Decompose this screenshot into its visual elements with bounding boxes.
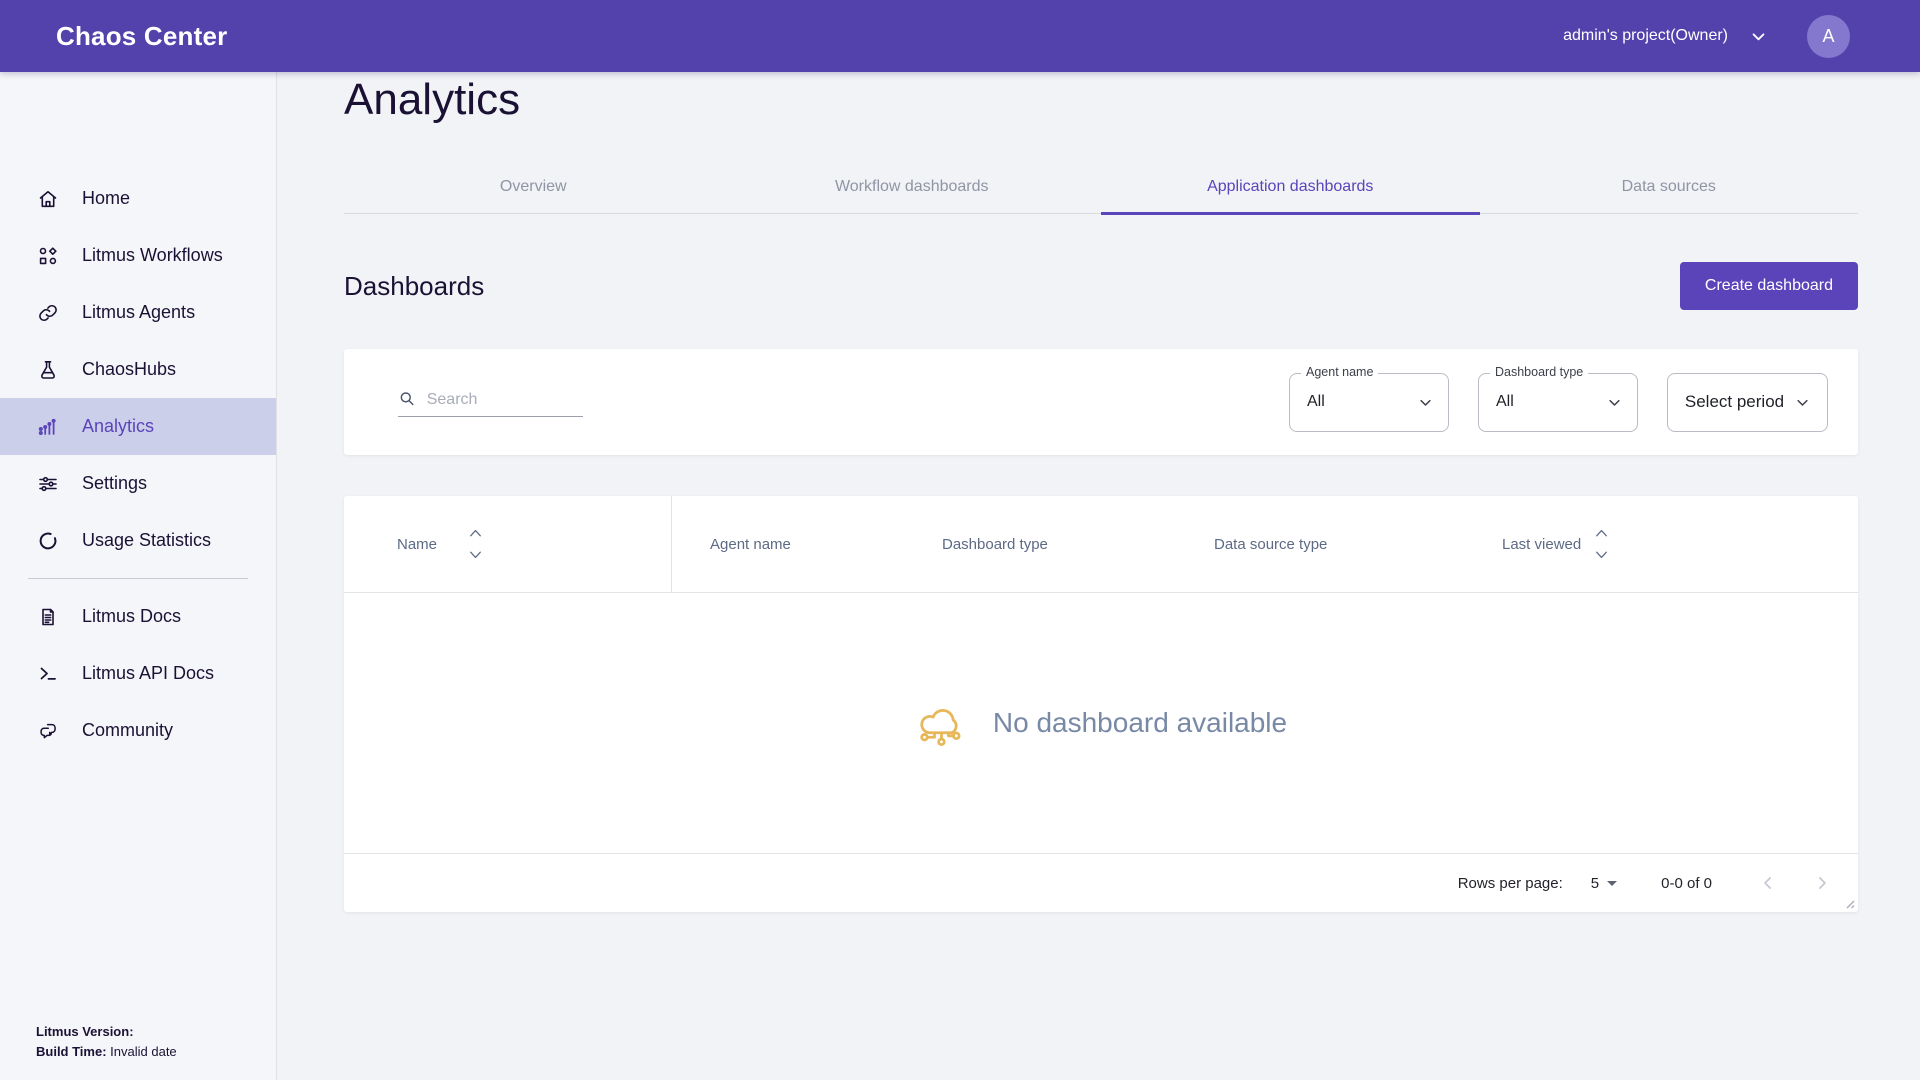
sliders-icon <box>39 476 57 491</box>
column-header-name: Name <box>344 496 672 592</box>
dashboards-section-header: Dashboards Create dashboard <box>344 262 1858 310</box>
sort-desc-icon[interactable] <box>469 551 482 559</box>
project-selector-label: admin's project(Owner) <box>1563 27 1728 44</box>
column-label: Name <box>397 535 438 553</box>
home-icon <box>39 190 57 207</box>
sidebar-item-analytics[interactable]: Analytics <box>0 398 276 455</box>
litmus-version-label: Litmus Version: <box>36 1024 134 1039</box>
chat-bubbles-icon <box>40 723 56 738</box>
sidebar-item-label: Litmus API Docs <box>82 663 215 683</box>
rows-per-page-label: Rows per page: <box>1457 874 1563 892</box>
empty-message: No dashboard available <box>992 707 1288 738</box>
chevron-down-icon <box>1420 399 1431 406</box>
flask-icon <box>40 360 56 379</box>
sidebar-item-chaoshubs[interactable]: ChaosHubs <box>0 341 276 398</box>
sidebar-item-label: Analytics <box>82 416 155 436</box>
sort-asc-icon[interactable] <box>1595 529 1608 537</box>
pagination-bar: Rows per page: 5 0-0 of 0 <box>344 853 1858 912</box>
tab-bar: Overview Workflow dashboards Application… <box>344 163 1858 215</box>
agent-name-select-value: All <box>1307 393 1325 410</box>
sidebar-item-label: Settings <box>82 473 148 493</box>
build-time-label: Build Time: <box>36 1044 107 1059</box>
dashboard-type-select[interactable]: Dashboard type All <box>1478 364 1638 432</box>
app-header: Chaos Center admin's project(Owner) A <box>0 0 1920 72</box>
tab-overview[interactable]: Overview <box>499 178 567 195</box>
sidebar-item-label: Litmus Agents <box>82 302 196 322</box>
tab-application-dashboards[interactable]: Application dashboards <box>1101 163 1480 215</box>
sidebar-item-label: Community <box>82 720 174 740</box>
sidebar-item-litmus-docs[interactable]: Litmus Docs <box>0 588 276 645</box>
sidebar-item-litmus-agents[interactable]: Litmus Agents <box>0 284 276 341</box>
header-right: admin's project(Owner) A <box>1563 14 1850 58</box>
sidebar-item-label: Litmus Workflows <box>82 245 223 265</box>
sidebar-item-litmus-workflows[interactable]: Litmus Workflows <box>0 227 276 284</box>
column-header-data-source-type: Data source type <box>1214 535 1328 553</box>
build-time-value: Invalid date <box>110 1044 177 1059</box>
sidebar: Home Litmus Workflows Litmus Agents Chao… <box>0 72 277 1080</box>
chevron-down-icon <box>1797 399 1808 406</box>
pagination-range: 0-0 of 0 <box>1661 874 1712 892</box>
filter-selects: Agent name All Dashboard type All Select… <box>1289 364 1828 432</box>
caret-down-icon <box>1607 880 1618 886</box>
table-empty-state: No dashboard available <box>344 593 1858 853</box>
link-icon <box>39 304 57 321</box>
main-content: Analytics Analytics Overview Workflow da… <box>277 0 1920 912</box>
column-label: Last viewed <box>1502 535 1582 553</box>
avatar-initial: A <box>1822 25 1835 46</box>
avatar[interactable]: A <box>1807 14 1850 58</box>
column-header-last-viewed: Last viewed <box>1502 529 1858 559</box>
sidebar-item-usage-statistics[interactable]: Usage Statistics <box>0 512 276 569</box>
tab-data-sources[interactable]: Data sources <box>1621 178 1716 195</box>
sidebar-item-litmus-api-docs[interactable]: Litmus API Docs <box>0 645 276 702</box>
document-icon <box>42 608 54 625</box>
sort-desc-icon[interactable] <box>1595 551 1608 559</box>
next-page-button[interactable] <box>1812 873 1832 893</box>
sidebar-divider <box>28 578 248 579</box>
sidebar-footer: Litmus Version: Build Time: Invalid date <box>36 1022 177 1062</box>
search-icon <box>400 391 414 405</box>
tab-workflow-dashboards[interactable]: Workflow dashboards <box>834 178 989 195</box>
sidebar-item-community[interactable]: Community <box>0 702 276 759</box>
terminal-icon <box>40 667 56 680</box>
sidebar-item-label: ChaosHubs <box>82 359 177 379</box>
chevron-down-icon <box>1609 399 1620 406</box>
open-circle-icon <box>39 532 57 549</box>
app-title: Chaos Center <box>56 20 228 51</box>
select-period-label: Select period <box>1684 392 1785 411</box>
sidebar-item-settings[interactable]: Settings <box>0 455 276 512</box>
chevron-down-icon <box>1752 32 1765 40</box>
sort-control-last-viewed[interactable] <box>1595 529 1608 559</box>
dashboards-table: Name Agent name Dashboard type Data sour… <box>344 496 1858 912</box>
filter-panel: Agent name All Dashboard type All Select… <box>344 349 1858 455</box>
project-selector[interactable]: admin's project(Owner) <box>1563 27 1767 45</box>
column-header-dashboard-type: Dashboard type <box>942 535 1048 553</box>
sort-control-name[interactable] <box>469 529 482 559</box>
rows-per-page-value: 5 <box>1590 874 1600 892</box>
cloud-circuit-icon <box>920 709 961 747</box>
page-title: Analytics <box>344 75 521 124</box>
table-header-row: Name Agent name Dashboard type Data sour… <box>344 496 1858 593</box>
chevron-left-icon <box>1764 877 1771 889</box>
chevron-right-icon <box>1819 877 1826 889</box>
select-period-button[interactable]: Select period <box>1667 372 1828 432</box>
bar-chart-icon <box>38 418 56 435</box>
resize-handle[interactable] <box>1844 898 1855 909</box>
agent-name-select-label: Agent name <box>1301 364 1379 379</box>
dashboard-type-select-value: All <box>1496 393 1514 410</box>
sidebar-item-label: Home <box>82 188 131 208</box>
search-input[interactable] <box>426 390 583 409</box>
column-header-agent-name: Agent name <box>710 535 791 553</box>
create-dashboard-button[interactable]: Create dashboard <box>1679 262 1858 310</box>
dashboard-type-select-label: Dashboard type <box>1490 364 1589 379</box>
sort-asc-icon[interactable] <box>469 529 482 537</box>
workflows-shapes-icon <box>39 246 57 264</box>
sidebar-item-label: Usage Statistics <box>82 530 212 550</box>
search-box <box>398 388 583 417</box>
sidebar-item-home[interactable]: Home <box>0 170 276 227</box>
section-title: Dashboards <box>344 270 485 301</box>
agent-name-select[interactable]: Agent name All <box>1289 364 1449 432</box>
sidebar-item-label: Litmus Docs <box>82 606 182 626</box>
rows-per-page-select[interactable]: 5 <box>1590 874 1618 892</box>
previous-page-button[interactable] <box>1758 873 1778 893</box>
